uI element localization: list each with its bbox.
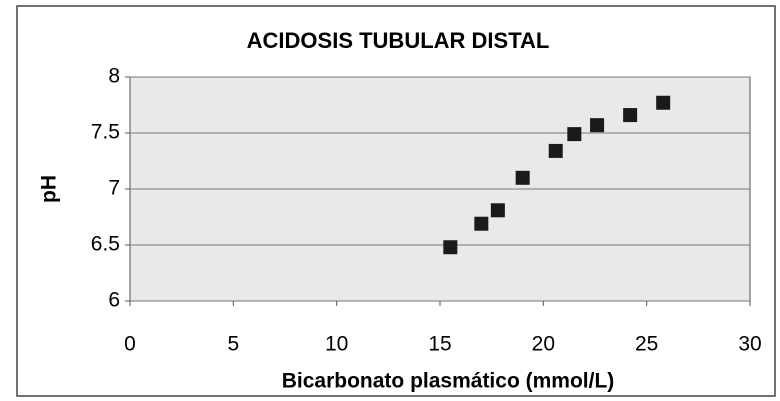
point <box>623 108 638 123</box>
x-tick-label: 5 <box>227 333 239 356</box>
x-axis-label: Bicarbonato plasmático (mmol/L) <box>282 370 615 393</box>
point <box>443 240 458 255</box>
point <box>548 143 563 158</box>
x-tick-label: 20 <box>532 333 555 356</box>
point <box>656 95 671 110</box>
y-tick-label: 8 <box>108 65 120 88</box>
point <box>474 216 489 231</box>
x-tick-label: 30 <box>738 333 761 356</box>
y-tick-label: 7 <box>108 177 120 200</box>
point <box>567 127 582 142</box>
chart-title: ACIDOSIS TUBULAR DISTAL <box>247 28 550 53</box>
y-tick-label: 7.5 <box>91 121 120 144</box>
x-tick-label: 15 <box>428 333 451 356</box>
x-tick-label: 10 <box>325 333 348 356</box>
y-axis-label: pH <box>38 175 61 203</box>
point <box>590 118 605 133</box>
x-tick-label: 0 <box>124 333 136 356</box>
x-tick-label: 25 <box>635 333 658 356</box>
y-tick-label: 6 <box>108 289 120 312</box>
point <box>490 203 505 218</box>
y-tick-label: 6.5 <box>91 233 120 256</box>
point <box>515 170 530 185</box>
